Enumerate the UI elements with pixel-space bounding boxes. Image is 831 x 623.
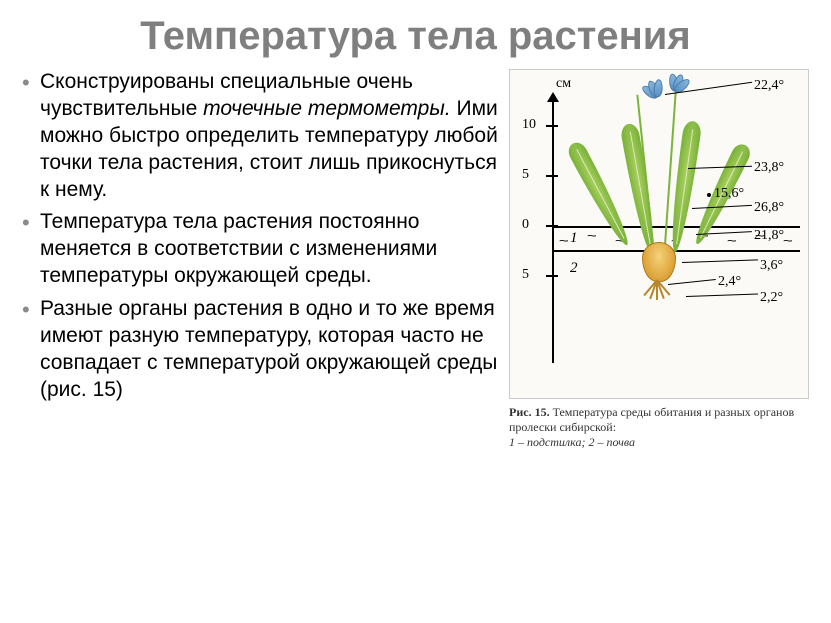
temperature-label: 22,4° xyxy=(754,78,784,94)
bullet-item: Разные органы растения в одно и то же вр… xyxy=(22,296,499,404)
bullet-item: Температура тела растения постоянно меня… xyxy=(22,209,499,290)
axis-tick xyxy=(546,175,558,177)
bulb-shape xyxy=(642,242,676,282)
temperature-label: 2,4° xyxy=(718,274,741,290)
figure-column: см 10505~~~~~~~~~1222,4°23,8°15,6°26,8°2… xyxy=(509,69,809,605)
pointer-line xyxy=(682,259,758,263)
data-point-dot xyxy=(707,193,711,197)
bullet-text: Температура тела растения постоянно меня… xyxy=(40,210,437,287)
zone-number: 2 xyxy=(570,260,578,277)
bullet-column: Сконструированы специальные очень чувств… xyxy=(22,69,499,605)
content-row: Сконструированы специальные очень чувств… xyxy=(22,69,809,605)
temperature-label: 2,2° xyxy=(760,290,783,306)
temperature-label: 3,6° xyxy=(760,258,783,274)
zone-number: 1 xyxy=(570,230,578,247)
axis-tick-label: 5 xyxy=(522,167,529,183)
pointer-line xyxy=(686,293,758,297)
figure-caption: Рис. 15. Температура среды обитания и ра… xyxy=(509,405,809,450)
plant-diagram: см 10505~~~~~~~~~1222,4°23,8°15,6°26,8°2… xyxy=(509,69,809,399)
axis-arrow-icon xyxy=(547,92,559,102)
temperature-label: 21,8° xyxy=(754,228,784,244)
axis-tick-label: 10 xyxy=(522,117,536,133)
bullet-text: точечные термометры. xyxy=(203,97,451,120)
temperature-label: 15,6° xyxy=(714,186,744,202)
axis-tick xyxy=(546,125,558,127)
temperature-label: 23,8° xyxy=(754,160,784,176)
caption-body: Температура среды обитания и разных орга… xyxy=(509,405,794,434)
bullet-item: Сконструированы специальные очень чувств… xyxy=(22,69,499,203)
axis-unit: см xyxy=(556,76,571,92)
bullet-text: Разные органы растения в одно и то же вр… xyxy=(40,297,497,401)
slide-title: Температура тела растения xyxy=(22,14,809,59)
flower-shape xyxy=(639,76,669,104)
caption-prefix: Рис. 15. xyxy=(509,405,550,419)
axis-tick-label: 5 xyxy=(522,267,529,283)
temperature-label: 26,8° xyxy=(754,200,784,216)
axis-tick xyxy=(546,275,558,277)
axis-tick-label: 0 xyxy=(522,217,529,233)
caption-legend: 1 – подстилка; 2 – почва xyxy=(509,435,635,449)
